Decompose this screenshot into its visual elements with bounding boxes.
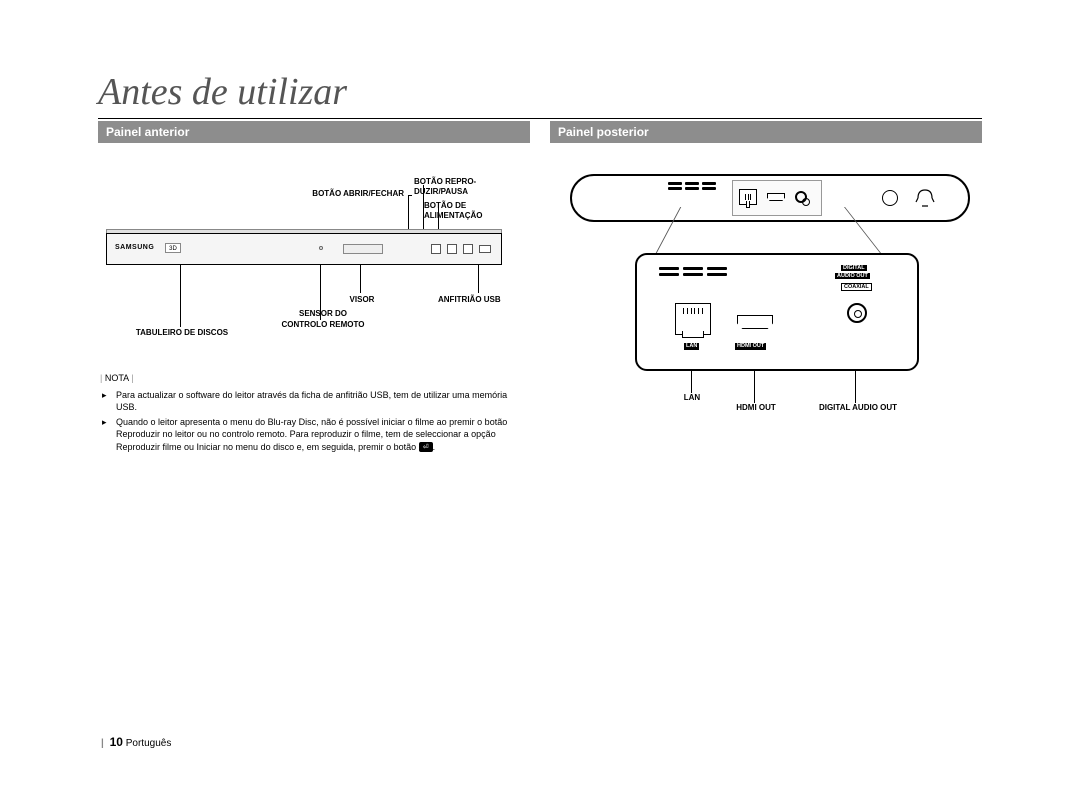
front-panel-diagram: BOTÃO ABRIR/FECHAR BOTÃO REPRO- DUZIR/PA… [98, 165, 530, 365]
label-display: VISOR [342, 295, 382, 305]
footer-bar: | [101, 738, 104, 749]
label-hdmi: HDMI OUT [726, 403, 786, 413]
note-item: Quando o leitor apresenta o menu do Blu-… [102, 416, 530, 452]
play-pause-button-icon [447, 244, 457, 254]
samsung-logo: SAMSUNG [115, 244, 154, 251]
manual-page: Antes de utilizar Painel anterior BOTÃO … [0, 0, 1080, 789]
section-header-rear: Painel posterior [550, 121, 982, 143]
label-remote-1: SENSOR DO [278, 309, 368, 319]
vent-slits [668, 182, 716, 190]
lan-port-small [739, 189, 757, 205]
label-remote-2: CONTROLO REMOTO [258, 320, 388, 330]
label-digital-audio: DIGITAL AUDIO OUT [808, 403, 908, 413]
hdmi-port-small [767, 193, 785, 201]
label-lan: LAN [677, 393, 707, 403]
leader-line [691, 371, 692, 393]
coax-port-small [795, 191, 807, 203]
hdmi-port-icon [737, 315, 773, 329]
page-title: Antes de utilizar [98, 70, 982, 119]
vent-slits-zoom [659, 267, 727, 276]
label-play-pause-1: BOTÃO REPRO- [414, 177, 494, 187]
page-language: Português [126, 738, 172, 749]
label-play-pause-2: DUZIR/PAUSA [414, 187, 494, 197]
label-usb-host: ANFITRIÃO USB [438, 295, 518, 305]
label-power-1: BOTÃO DE [424, 201, 504, 211]
leader-line [408, 195, 412, 196]
front-panel-column: Painel anterior BOTÃO ABRIR/FECHAR BOTÃO… [98, 121, 540, 456]
columns: Painel anterior BOTÃO ABRIR/FECHAR BOTÃO… [98, 121, 982, 456]
leader-line [180, 265, 181, 327]
port-cluster-small [732, 180, 822, 216]
rear-panel-column: Painel posterior [540, 121, 982, 456]
note-item: Para actualizar o software do leitor atr… [102, 389, 530, 413]
nota-heading: NOTA [100, 373, 530, 383]
front-buttons-row [431, 244, 491, 254]
power-jack-icon [882, 190, 898, 206]
note-list: Para actualizar o software do leitor atr… [98, 389, 530, 453]
label-power-2: ALIMENTAÇÃO [424, 211, 504, 221]
device-rear-body [570, 174, 970, 222]
lan-port-icon [675, 303, 711, 335]
rear-panel-diagram: LAN HDMI OUT DIGITAL AUDIO OUT COAXIAL L… [550, 165, 982, 415]
leader-line [754, 371, 755, 403]
digital-audio-caption-2: AUDIO OUT [835, 273, 870, 279]
coax-port-icon [847, 303, 867, 323]
note-text: Quando o leitor apresenta o menu do Blu-… [116, 417, 507, 451]
port-zoom-panel: LAN HDMI OUT DIGITAL AUDIO OUT COAXIAL [635, 253, 919, 371]
badge-3d: 3D [165, 243, 181, 253]
power-button-icon [463, 244, 473, 254]
remote-sensor-dot [319, 246, 323, 250]
note-text: Para actualizar o software do leitor atr… [116, 390, 507, 412]
page-footer: | 10 Português [98, 735, 171, 749]
label-open-close: BOTÃO ABRIR/FECHAR [284, 189, 404, 199]
page-number: 10 [110, 735, 123, 749]
section-header-front: Painel anterior [98, 121, 530, 143]
usb-port-icon [479, 245, 491, 253]
device-front-body: SAMSUNG 3D [106, 233, 502, 265]
note-text: . [433, 442, 436, 452]
display-window [343, 244, 383, 254]
open-close-button-icon [431, 244, 441, 254]
lan-caption: LAN [684, 343, 699, 350]
enter-button-icon: ⏎ [419, 442, 433, 452]
leader-line [360, 265, 361, 293]
label-disc-tray: TABULEIRO DE DISCOS [126, 328, 238, 338]
hdmi-caption: HDMI OUT [735, 343, 766, 350]
leader-line [855, 371, 856, 403]
leader-line [478, 265, 479, 293]
bracket-icon [914, 186, 936, 210]
digital-audio-caption-1: DIGITAL [841, 265, 867, 271]
coaxial-caption: COAXIAL [841, 283, 872, 291]
